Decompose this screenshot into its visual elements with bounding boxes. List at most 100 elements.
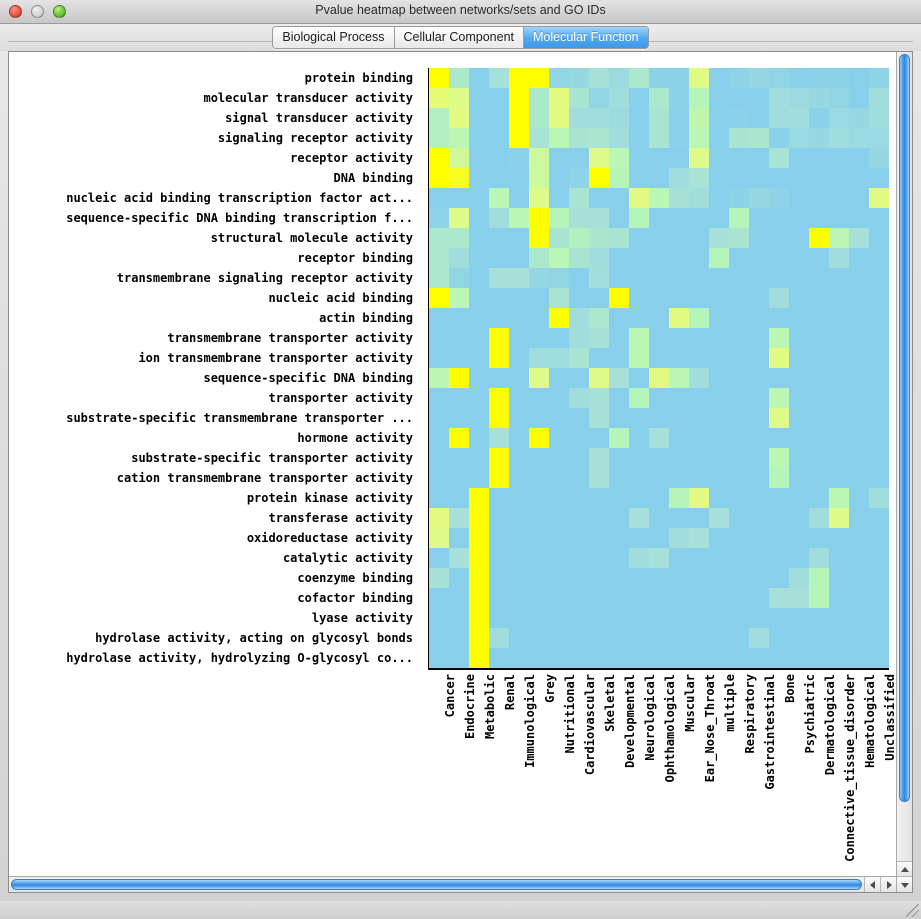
heatmap-cell[interactable] — [689, 148, 709, 168]
heatmap-cell[interactable] — [809, 68, 829, 88]
heatmap-cell[interactable] — [469, 108, 489, 128]
heatmap-cell[interactable] — [809, 608, 829, 628]
heatmap-cell[interactable] — [529, 548, 549, 568]
heatmap-cell[interactable] — [529, 208, 549, 228]
heatmap-cell[interactable] — [489, 648, 509, 668]
heatmap-cell[interactable] — [869, 68, 889, 88]
heatmap-cell[interactable] — [569, 428, 589, 448]
heatmap-cell[interactable] — [549, 568, 569, 588]
heatmap-cell[interactable] — [709, 88, 729, 108]
heatmap-cell[interactable] — [749, 468, 769, 488]
heatmap-cell[interactable] — [649, 428, 669, 448]
heatmap-cell[interactable] — [429, 168, 449, 188]
heatmap-cell[interactable] — [829, 88, 849, 108]
heatmap-cell[interactable] — [609, 428, 629, 448]
heatmap-cell[interactable] — [669, 168, 689, 188]
heatmap-cell[interactable] — [709, 188, 729, 208]
heatmap-cell[interactable] — [749, 248, 769, 268]
heatmap-cell[interactable] — [689, 308, 709, 328]
heatmap-cell[interactable] — [649, 508, 669, 528]
heatmap-cell[interactable] — [469, 528, 489, 548]
heatmap-cell[interactable] — [429, 488, 449, 508]
heatmap-cell[interactable] — [529, 68, 549, 88]
heatmap-cell[interactable] — [489, 288, 509, 308]
heatmap-cell[interactable] — [849, 628, 869, 648]
heatmap-cell[interactable] — [429, 408, 449, 428]
heatmap-cell[interactable] — [489, 308, 509, 328]
heatmap-cell[interactable] — [569, 308, 589, 328]
tab-molecular-function[interactable]: Molecular Function — [524, 27, 648, 48]
heatmap-cell[interactable] — [509, 208, 529, 228]
heatmap-cell[interactable] — [709, 208, 729, 228]
heatmap-cell[interactable] — [429, 248, 449, 268]
heatmap-cell[interactable] — [509, 408, 529, 428]
heatmap-cell[interactable] — [849, 348, 869, 368]
heatmap-cell[interactable] — [849, 268, 869, 288]
heatmap-cell[interactable] — [609, 388, 629, 408]
heatmap-cell[interactable] — [589, 488, 609, 508]
heatmap-cell[interactable] — [469, 448, 489, 468]
heatmap-cell[interactable] — [629, 488, 649, 508]
heatmap-cell[interactable] — [629, 348, 649, 368]
heatmap-cell[interactable] — [649, 348, 669, 368]
heatmap-cell[interactable] — [769, 188, 789, 208]
heatmap-cell[interactable] — [789, 228, 809, 248]
heatmap-cell[interactable] — [549, 308, 569, 328]
heatmap-cell[interactable] — [769, 408, 789, 428]
heatmap-cell[interactable] — [589, 648, 609, 668]
heatmap-cell[interactable] — [789, 388, 809, 408]
heatmap-cell[interactable] — [689, 168, 709, 188]
heatmap-cell[interactable] — [709, 388, 729, 408]
heatmap-cell[interactable] — [629, 308, 649, 328]
heatmap-cell[interactable] — [769, 328, 789, 348]
heatmap-cell[interactable] — [809, 288, 829, 308]
heatmap-cell[interactable] — [669, 128, 689, 148]
heatmap-cell[interactable] — [509, 528, 529, 548]
heatmap-cell[interactable] — [529, 448, 549, 468]
heatmap-cell[interactable] — [469, 468, 489, 488]
heatmap-cell[interactable] — [729, 508, 749, 528]
heatmap-cell[interactable] — [749, 228, 769, 248]
heatmap-cell[interactable] — [469, 488, 489, 508]
heatmap-cell[interactable] — [869, 188, 889, 208]
heatmap-cell[interactable] — [509, 388, 529, 408]
heatmap-cell[interactable] — [649, 268, 669, 288]
heatmap-cell[interactable] — [829, 368, 849, 388]
heatmap-cell[interactable] — [529, 628, 549, 648]
heatmap-cell[interactable] — [789, 508, 809, 528]
heatmap-cell[interactable] — [769, 568, 789, 588]
heatmap-cell[interactable] — [469, 608, 489, 628]
heatmap-cell[interactable] — [649, 628, 669, 648]
heatmap-cell[interactable] — [809, 548, 829, 568]
heatmap-cell[interactable] — [669, 508, 689, 528]
heatmap-cell[interactable] — [689, 528, 709, 548]
heatmap-cell[interactable] — [869, 228, 889, 248]
heatmap-cell[interactable] — [469, 128, 489, 148]
heatmap-cell[interactable] — [849, 588, 869, 608]
heatmap-cell[interactable] — [729, 548, 749, 568]
heatmap-cell[interactable] — [569, 468, 589, 488]
heatmap-cell[interactable] — [449, 108, 469, 128]
heatmap-cell[interactable] — [509, 148, 529, 168]
heatmap-cell[interactable] — [789, 248, 809, 268]
heatmap-cell[interactable] — [569, 328, 589, 348]
heatmap-cell[interactable] — [869, 208, 889, 228]
heatmap-cell[interactable] — [769, 228, 789, 248]
heatmap-cell[interactable] — [509, 228, 529, 248]
heatmap-cell[interactable] — [789, 648, 809, 668]
heatmap-cell[interactable] — [789, 288, 809, 308]
heatmap-cell[interactable] — [549, 628, 569, 648]
scroll-down-button[interactable] — [897, 876, 912, 892]
heatmap-cell[interactable] — [689, 388, 709, 408]
heatmap-cell[interactable] — [449, 468, 469, 488]
heatmap-cell[interactable] — [529, 168, 549, 188]
heatmap-cell[interactable] — [429, 448, 449, 468]
heatmap-cell[interactable] — [449, 268, 469, 288]
heatmap-cell[interactable] — [569, 368, 589, 388]
heatmap-cell[interactable] — [649, 168, 669, 188]
heatmap-cell[interactable] — [509, 268, 529, 288]
heatmap-cell[interactable] — [569, 528, 589, 548]
heatmap-cell[interactable] — [789, 488, 809, 508]
heatmap-cell[interactable] — [769, 268, 789, 288]
heatmap-cell[interactable] — [729, 108, 749, 128]
